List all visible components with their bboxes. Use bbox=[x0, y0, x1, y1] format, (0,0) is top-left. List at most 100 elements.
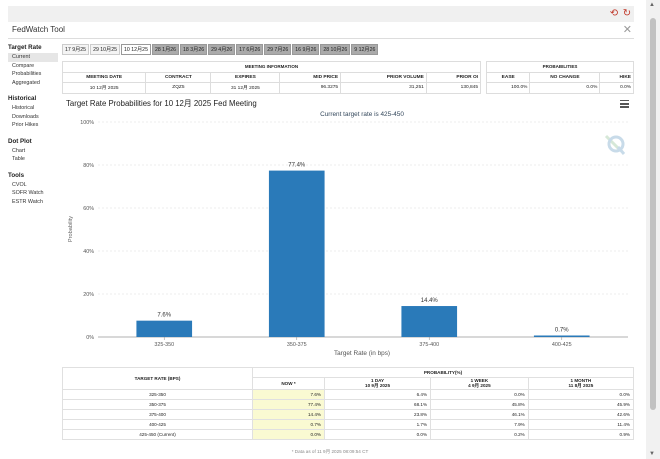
tab-meeting[interactable]: 28 1月26 bbox=[151, 44, 180, 55]
sidebar-item-historical[interactable]: Historical bbox=[12, 105, 35, 111]
ease-cell: 100.0% bbox=[486, 82, 531, 94]
sidebar-item-cvol[interactable]: CVOL bbox=[12, 181, 27, 188]
bar[interactable] bbox=[136, 320, 193, 337]
data-timestamp-note: * Data as of 11 9月 2025 08:09:54 CT bbox=[291, 449, 369, 454]
col-header: PRIOR OI bbox=[425, 71, 482, 84]
probability-cell: 6.4% bbox=[323, 389, 432, 400]
probability-cell: 0.0% bbox=[323, 429, 432, 440]
x-tick-label: 350-375 bbox=[287, 342, 307, 348]
probability-cell: 42.6% bbox=[527, 409, 635, 420]
table-gap bbox=[480, 61, 488, 73]
probability-cell: 11.4% bbox=[527, 419, 635, 430]
probability-group-header: PROBABILITY(%) bbox=[252, 367, 634, 378]
probability-cell: 46.1% bbox=[430, 409, 529, 420]
sidebar-item-prior-hikes[interactable]: Prior Hikes bbox=[12, 122, 39, 128]
probability-cell: 1.7% bbox=[323, 419, 432, 430]
sidebar-item-sofr-watch[interactable]: SOFR Watch bbox=[12, 190, 44, 196]
chart-grid bbox=[98, 121, 628, 338]
probability-cell: 68.1% bbox=[323, 399, 432, 410]
y-tick-label: 0% bbox=[86, 335, 94, 341]
sidebar-item-estr-watch[interactable]: ESTR Watch bbox=[12, 198, 43, 205]
col-1week-header: 1 WEEK 4 9月 2025 bbox=[430, 377, 529, 390]
table-row: 325-350 7.6% 6.4% 0.0% 0.0% bbox=[62, 389, 635, 400]
hamburger-menu-icon[interactable] bbox=[620, 100, 629, 108]
sidebar-item-chart[interactable]: Chart bbox=[12, 147, 26, 154]
tab-meeting[interactable]: 28 10月26 bbox=[320, 44, 351, 55]
target-rate-cell: 400-425 bbox=[62, 419, 253, 430]
reset-icon[interactable]: ⟲ bbox=[609, 8, 619, 19]
probability-cell: 0.0% bbox=[430, 389, 529, 400]
col-header: EASE bbox=[486, 71, 531, 84]
scrollbar[interactable]: ▲ ▼ bbox=[646, 0, 660, 459]
bar-data-label: 0.7% bbox=[555, 327, 569, 333]
probability-cell: 45.8% bbox=[430, 399, 529, 410]
tab-meeting[interactable]: 9 12月26 bbox=[351, 44, 379, 55]
bar[interactable] bbox=[401, 306, 458, 337]
x-tick-label: 375-400 bbox=[419, 342, 439, 348]
col-header: MEETING DATE bbox=[61, 71, 147, 84]
no-change-cell: 0.0% bbox=[529, 82, 601, 94]
probability-table: TARGET RATE (BPS) PROBABILITY(%) NOW * 1… bbox=[62, 367, 635, 440]
tab-meeting[interactable]: 18 3月26 bbox=[180, 44, 208, 55]
sidebar-heading-dot-plot: Dot Plot bbox=[8, 137, 32, 145]
sidebar-item-compare[interactable]: Compare bbox=[12, 62, 35, 69]
sidebar-heading-tools: Tools bbox=[8, 171, 25, 179]
sidebar-item-probabilities[interactable]: Probabilities bbox=[12, 71, 42, 77]
target-rate-cell: 325-350 bbox=[62, 389, 253, 400]
tab-meeting-active[interactable]: 10 12月25 bbox=[121, 44, 151, 55]
scrollbar-thumb[interactable] bbox=[650, 18, 656, 410]
bar-data-label: 7.6% bbox=[157, 313, 171, 319]
col-1day-header: 1 DAY 10 9月 2025 bbox=[323, 377, 432, 390]
probability-cell: 0.7% bbox=[252, 419, 325, 430]
col-header: HIKE bbox=[599, 71, 634, 84]
probability-cell: 77.4% bbox=[252, 399, 325, 410]
probability-cell: 14.4% bbox=[252, 409, 325, 420]
expires-cell: 31 12月 2025 bbox=[210, 82, 281, 94]
refresh-icon[interactable]: ↻ bbox=[622, 8, 632, 19]
y-axis-label: Probability bbox=[68, 216, 74, 242]
scroll-down-icon[interactable]: ▼ bbox=[649, 451, 655, 457]
target-rate-cell: 375-400 bbox=[62, 409, 253, 420]
table-row: 375-400 14.4% 23.8% 46.1% 42.6% bbox=[62, 409, 635, 420]
tab-meeting[interactable]: 29 7月26 bbox=[264, 44, 292, 55]
tab-meeting[interactable]: 29 4月26 bbox=[208, 44, 236, 55]
bar[interactable] bbox=[268, 170, 325, 337]
probability-cell: 7.6% bbox=[252, 389, 325, 400]
col-header: CONTRACT bbox=[145, 71, 212, 84]
probability-cell: 7.9% bbox=[430, 419, 529, 430]
scroll-up-icon[interactable]: ▲ bbox=[649, 2, 655, 8]
col-now-header[interactable]: NOW * bbox=[252, 377, 325, 390]
sidebar-item-current[interactable]: Current bbox=[8, 53, 58, 62]
hike-cell: 0.0% bbox=[599, 82, 634, 94]
bar-data-label: 14.4% bbox=[421, 298, 439, 304]
x-tick-label: 325-350 bbox=[154, 342, 174, 348]
chart-bars: 7.6% 77.4% 14.4% 0.7% bbox=[136, 163, 590, 337]
sidebar: Target Rate Current Compare Probabilitie… bbox=[8, 44, 58, 206]
y-tick-label: 100% bbox=[80, 120, 94, 126]
bar[interactable] bbox=[533, 335, 590, 337]
tab-meeting[interactable]: 16 9月26 bbox=[292, 44, 320, 55]
y-tick-label: 60% bbox=[83, 206, 94, 212]
title-divider bbox=[8, 38, 634, 39]
tab-meeting[interactable]: 17 6月26 bbox=[236, 44, 264, 55]
sidebar-item-downloads[interactable]: Downloads bbox=[12, 113, 39, 120]
tab-meeting[interactable]: 29 10月25 bbox=[90, 44, 121, 55]
probabilities-heading: PROBABILITIES bbox=[486, 61, 634, 73]
y-tick-label: 20% bbox=[83, 292, 94, 298]
probability-cell: 0.2% bbox=[430, 429, 529, 440]
close-icon[interactable]: ✕ bbox=[622, 24, 632, 36]
x-tick-label: 400-425 bbox=[552, 342, 572, 348]
meeting-tabs: 17 9月25 29 10月25 10 12月25 28 1月26 18 3月2… bbox=[62, 44, 379, 55]
col-now-label: NOW * bbox=[281, 381, 296, 386]
col-1month-header: 1 MONTH 11 8月 2025 bbox=[527, 377, 635, 390]
sidebar-heading-historical: Historical bbox=[8, 95, 37, 102]
prior-oi-cell: 130,845 bbox=[425, 82, 482, 94]
tab-meeting[interactable]: 17 9月25 bbox=[62, 44, 90, 55]
col-1week-label: 1 WEEK bbox=[470, 378, 489, 383]
probability-cell: 0.9% bbox=[527, 429, 635, 440]
probability-cell: 23.8% bbox=[323, 409, 432, 420]
sidebar-item-table[interactable]: Table bbox=[12, 156, 25, 162]
sidebar-item-aggregated[interactable]: Aggregated bbox=[12, 79, 40, 86]
col-1week-date: 4 9月 2025 bbox=[468, 383, 491, 388]
target-rate-header: TARGET RATE (BPS) bbox=[62, 367, 253, 390]
